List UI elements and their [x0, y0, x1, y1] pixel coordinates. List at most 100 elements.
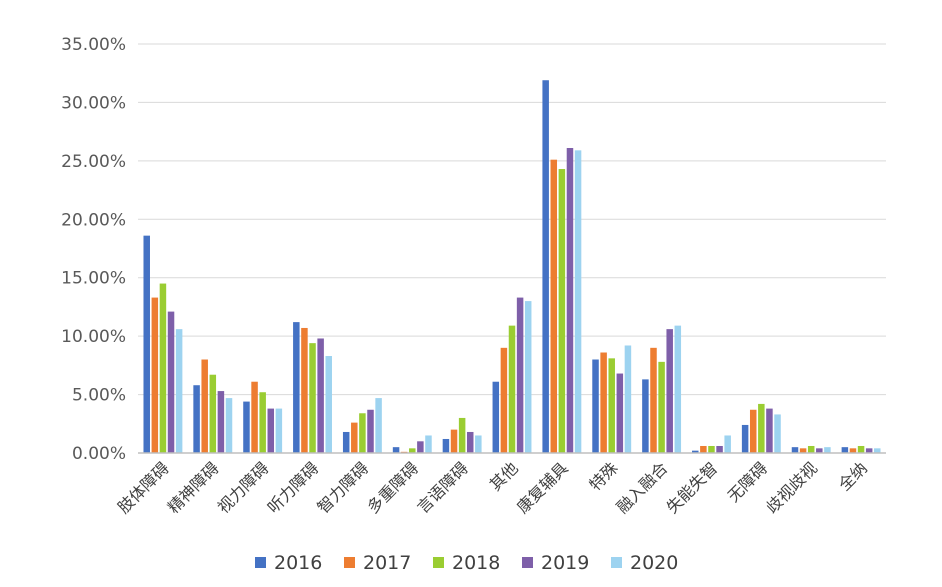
x-category-label: 言语障碍 — [413, 458, 472, 517]
y-tick-label: 25.00% — [61, 152, 126, 172]
bar-2018-9 — [608, 358, 615, 453]
bar-2019-11 — [716, 445, 723, 453]
x-category-label: 歧视歧视 — [762, 458, 821, 517]
bar-2020-7 — [524, 301, 532, 453]
bar-2018-14 — [857, 445, 865, 453]
bar-2019-2 — [267, 408, 275, 453]
legend-swatch-2016 — [255, 557, 266, 568]
bar-2020-5 — [425, 435, 432, 453]
legend-label: 2019 — [541, 552, 589, 574]
bar-2020-14 — [874, 448, 881, 453]
bar-2020-6 — [475, 435, 482, 453]
bar-2019-1 — [217, 391, 225, 453]
y-tick-label: 30.00% — [61, 93, 126, 113]
bar-2016-11 — [692, 450, 699, 453]
y-axis-ticks: 0.00% 5.00% 10.00% 15.00% 20.00% 25.00% 30.00%… — [61, 35, 126, 464]
bars — [143, 80, 881, 454]
x-category-label: 无障碍 — [724, 458, 771, 505]
x-category-label: 肢体障碍 — [114, 458, 173, 517]
bar-2019-0 — [167, 311, 175, 453]
bar-2020-0 — [175, 329, 183, 453]
bar-2016-6 — [442, 438, 450, 453]
bar-2018-3 — [309, 343, 316, 453]
bar-2018-8 — [558, 169, 566, 454]
bar-2019-12 — [766, 408, 773, 453]
bar-2020-3 — [325, 356, 332, 453]
legend-swatch-2020 — [611, 557, 622, 568]
bar-2020-8 — [574, 150, 582, 453]
y-tick-label: 35.00% — [61, 35, 126, 55]
x-category-label: 康复辅具 — [513, 458, 572, 517]
bar-2016-5 — [392, 447, 400, 453]
bar-2016-4 — [342, 431, 350, 453]
x-category-label: 视力障碍 — [214, 458, 273, 517]
bar-2020-2 — [275, 408, 283, 453]
bar-2018-5 — [409, 448, 416, 453]
bar-2017-4 — [351, 422, 358, 453]
bar-2018-4 — [359, 413, 366, 453]
bar-2018-13 — [807, 445, 815, 453]
bar-2017-13 — [799, 448, 807, 453]
bar-2020-11 — [724, 435, 731, 453]
y-tick-label: 15.00% — [61, 269, 126, 289]
x-category-label: 精神障碍 — [164, 458, 223, 517]
bar-2019-5 — [417, 441, 424, 453]
legend-label: 2020 — [630, 552, 678, 574]
bar-2017-1 — [201, 359, 208, 453]
bar-2017-7 — [500, 347, 508, 453]
bar-2016-14 — [841, 447, 849, 453]
bar-2019-9 — [616, 373, 624, 453]
bar-2019-6 — [466, 431, 474, 453]
bar-2019-14 — [865, 448, 873, 453]
bar-2020-1 — [225, 398, 233, 453]
bar-2016-1 — [193, 385, 200, 453]
x-category-label: 多重障碍 — [363, 458, 422, 517]
bar-2017-2 — [251, 381, 258, 453]
bar-2016-3 — [293, 322, 300, 453]
bar-2017-0 — [151, 297, 159, 453]
bar-2018-12 — [758, 403, 765, 453]
y-tick-label: 20.00% — [61, 210, 126, 230]
legend-swatch-2017 — [344, 557, 355, 568]
bar-2017-10 — [650, 347, 657, 453]
bar-2018-0 — [159, 283, 167, 453]
x-category-label: 其他 — [486, 458, 522, 494]
bar-2016-0 — [143, 235, 150, 453]
bar-2017-9 — [600, 352, 607, 453]
x-category-label: 智力障碍 — [314, 458, 373, 517]
bar-2019-10 — [666, 329, 673, 453]
gridlines — [138, 43, 886, 396]
bar-2016-7 — [492, 381, 500, 453]
x-category-label: 特殊 — [585, 458, 621, 494]
x-category-label: 听力障碍 — [264, 458, 323, 517]
bar-2017-3 — [301, 327, 308, 453]
y-tick-label: 5.00% — [72, 386, 126, 406]
bar-2016-8 — [542, 80, 549, 453]
bar-2017-11 — [700, 445, 707, 453]
bar-2018-1 — [209, 374, 217, 453]
legend-label: 2016 — [274, 552, 322, 574]
bar-2017-8 — [550, 159, 558, 453]
bar-2016-13 — [791, 447, 799, 453]
y-tick-label: 10.00% — [61, 327, 126, 347]
bar-2019-7 — [516, 297, 524, 453]
legend-label: 2018 — [452, 552, 500, 574]
bar-2018-11 — [708, 445, 715, 453]
legend-label: 2017 — [363, 552, 411, 574]
bar-2018-7 — [508, 325, 516, 453]
legend-swatch-2019 — [522, 557, 533, 568]
x-category-label: 全纳 — [835, 458, 871, 494]
bar-2018-2 — [259, 392, 266, 453]
bar-2020-13 — [824, 447, 831, 453]
legend-swatch-2018 — [433, 557, 444, 568]
bar-2016-10 — [642, 379, 649, 453]
bar-2019-8 — [566, 148, 574, 453]
bar-2020-9 — [624, 345, 632, 453]
bar-2019-4 — [367, 409, 374, 453]
bar-2016-2 — [243, 401, 250, 453]
bar-2017-12 — [749, 409, 757, 453]
x-category-label: 失能失智 — [663, 458, 722, 517]
